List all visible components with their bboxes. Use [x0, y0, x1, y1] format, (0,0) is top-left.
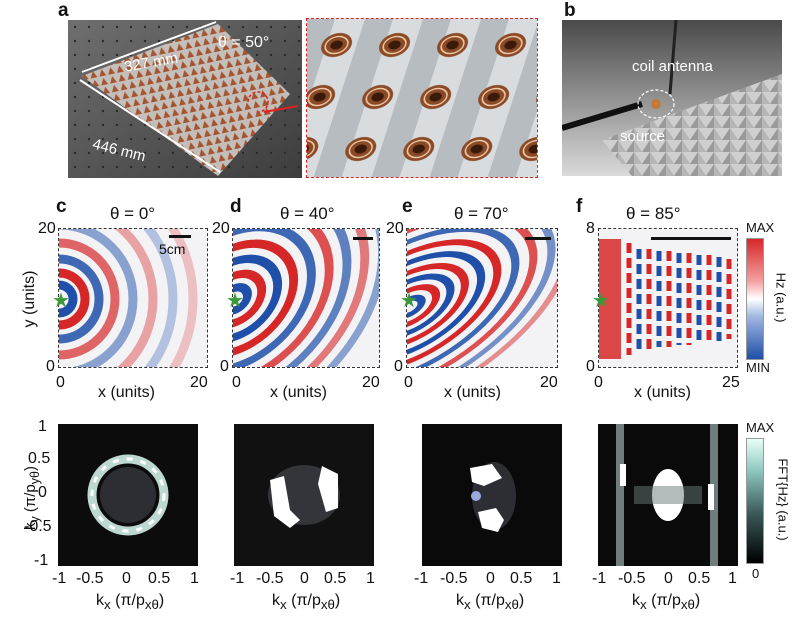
fft-xtick-e-4: 0.5	[510, 570, 533, 587]
scale-bar-e	[525, 237, 551, 240]
panel-label-b: b	[564, 0, 576, 21]
source-star-c: ★	[52, 290, 70, 312]
colorbar-bottom-label: FFT{Hz} (a.u.)	[775, 458, 791, 541]
fft-xtick-e-1: -1	[414, 570, 429, 587]
fft-xtick-c-1: -1	[52, 570, 67, 587]
colorbar-bottom-min: 0	[752, 566, 760, 581]
fft-xtick-f-4: 0.5	[688, 570, 711, 587]
ytick-min-e: 0	[394, 358, 403, 375]
unit-cell-zoom-photo	[306, 18, 538, 178]
source-star-e: ★	[400, 290, 418, 312]
fft-xtick-d-2: -0.5	[256, 570, 284, 587]
fft-map-d	[234, 424, 374, 566]
xlabel-e: x (units)	[444, 384, 501, 401]
field-map-d	[232, 228, 380, 368]
fft-xlabel-c: kx (π/pxθ)	[96, 592, 165, 613]
fft-ytick-2: 0.5	[28, 450, 51, 467]
colorbar-top-label: Hz (a.u.)	[773, 272, 789, 323]
field-map-c: 5cm	[58, 228, 208, 368]
xtick-min-c: 0	[56, 374, 65, 391]
fft-xtick-c-4: 0.5	[148, 570, 171, 587]
fft-map-e	[422, 424, 562, 566]
fft-xlabel-d: kx (π/pxθ)	[272, 592, 341, 613]
fft-xtick-e-3: 0	[486, 570, 495, 587]
fft-xtick-c-5: 1	[190, 570, 199, 587]
fft-xtick-f-1: -1	[592, 570, 607, 587]
fft-xtick-d-5: 1	[366, 570, 375, 587]
fft-ytick-4: -0.5	[24, 518, 52, 535]
fft-ytick-3: 0	[38, 484, 47, 501]
theta-label-a: θ = 50°	[218, 34, 270, 51]
fft-xtick-d-1: -1	[230, 570, 245, 587]
panel-label-a: a	[58, 0, 69, 21]
xtick-max-f: 25	[722, 374, 740, 391]
fft-ytick-1: 1	[38, 418, 47, 435]
fft-xtick-e-5: 1	[552, 570, 561, 587]
fft-xtick-c-2: -0.5	[76, 570, 104, 587]
field-y-axis-label: y (units)	[21, 270, 38, 328]
scale-bar-d	[353, 237, 373, 240]
coil-antenna-label: coil antenna	[632, 58, 713, 75]
xtick-max-e: 20	[540, 374, 558, 391]
colorbar-top-max: MAX	[746, 220, 775, 235]
fft-map-f	[598, 424, 738, 566]
xtick-min-d: 0	[232, 374, 241, 391]
fft-xtick-c-3: 0	[122, 570, 131, 587]
colorbar-bottom-max: MAX	[746, 420, 775, 435]
ytick-max-c: 20	[38, 220, 56, 237]
xtick-min-f: 0	[594, 374, 603, 391]
ytick-max-f: 8	[586, 220, 595, 237]
source-star-f: ★	[592, 290, 610, 312]
scale-label-c: 5cm	[159, 241, 186, 257]
theta-title-c: θ = 0°	[110, 204, 156, 223]
xlabel-f: x (units)	[634, 384, 691, 401]
colorbar-top-min: MIN	[746, 360, 770, 375]
fft-xtick-f-3: 0	[664, 570, 673, 587]
theta-title-e: θ = 70°	[454, 204, 509, 223]
metamaterial-photo: θ = 50° 327 mm 446 mm	[68, 20, 302, 178]
colorbar-top	[746, 238, 764, 360]
ytick-min-d: 0	[220, 358, 229, 375]
ytick-min-f: 0	[586, 358, 595, 375]
xtick-max-d: 20	[362, 374, 380, 391]
fft-xlabel-f: kx (π/pxθ)	[632, 592, 701, 613]
panel-label-f: f	[576, 196, 583, 217]
fft-xtick-d-3: 0	[300, 570, 309, 587]
fft-xtick-f-5: 1	[728, 570, 737, 587]
panel-label-e: e	[402, 196, 413, 217]
experiment-setup-photo: coil antenna source	[562, 20, 782, 176]
panel-label-c: c	[56, 196, 67, 217]
scale-bar-c	[169, 235, 191, 238]
xtick-min-e: 0	[404, 374, 413, 391]
ytick-max-d: 20	[212, 220, 230, 237]
xlabel-c: x (units)	[98, 384, 155, 401]
field-map-e	[406, 228, 558, 368]
source-label: source	[620, 128, 666, 145]
panel-label-d: d	[230, 196, 242, 217]
theta-title-d: θ = 40°	[280, 204, 335, 223]
fft-ytick-5: -1	[34, 552, 49, 569]
fft-xtick-e-2: -0.5	[440, 570, 468, 587]
fft-map-c	[58, 424, 198, 566]
xtick-max-c: 20	[190, 374, 208, 391]
xlabel-d: x (units)	[270, 384, 327, 401]
ytick-max-e: 20	[386, 220, 404, 237]
scale-bar-f	[651, 237, 731, 240]
fft-xlabel-e: kx (π/pxθ)	[456, 592, 525, 613]
fft-xtick-f-2: -0.5	[618, 570, 646, 587]
field-map-f	[598, 228, 738, 368]
theta-title-f: θ = 85°	[626, 204, 681, 223]
colorbar-bottom	[746, 438, 764, 564]
fft-xtick-d-4: 0.5	[324, 570, 347, 587]
source-star-d: ★	[226, 290, 244, 312]
ytick-min-c: 0	[46, 358, 55, 375]
